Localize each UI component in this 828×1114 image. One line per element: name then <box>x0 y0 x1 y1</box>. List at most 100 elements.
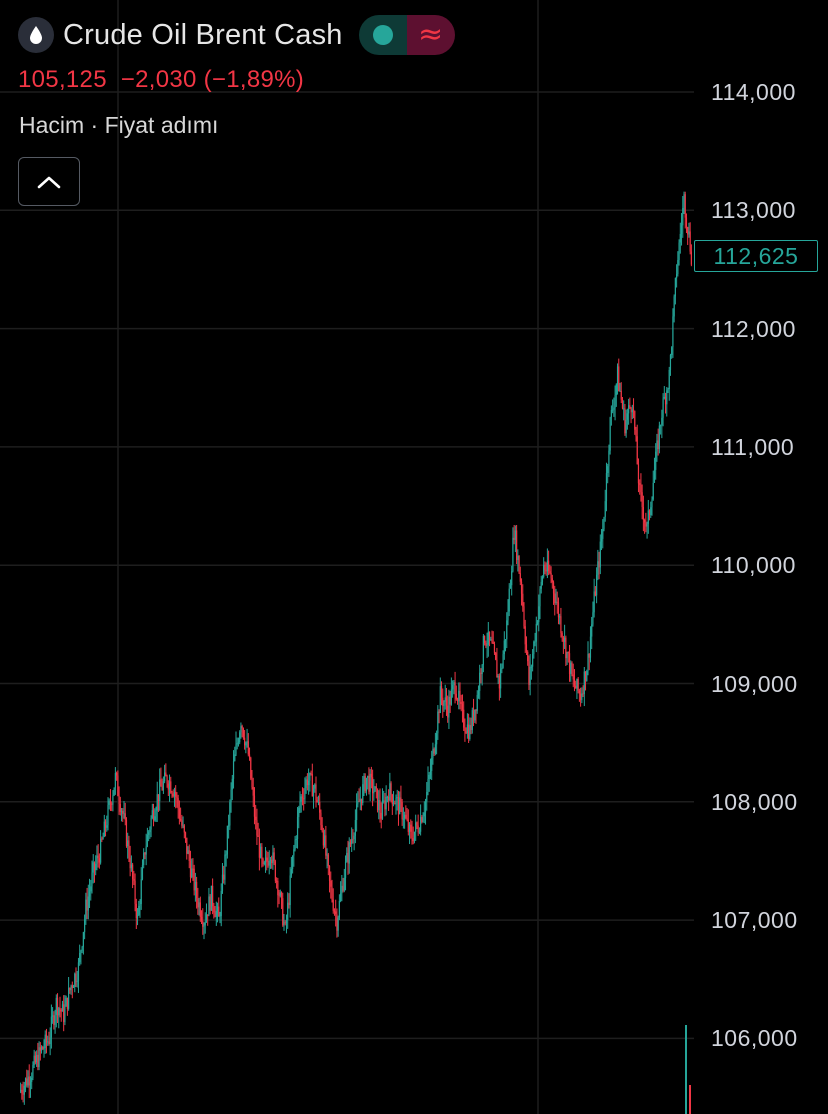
candle-body <box>282 898 284 926</box>
candle-body <box>39 1047 41 1051</box>
candle-body <box>31 1077 33 1082</box>
candle-body <box>358 801 360 803</box>
candle-body <box>107 804 109 826</box>
candle-body <box>593 591 595 613</box>
candle-body <box>24 1078 27 1086</box>
candle-body <box>224 854 226 880</box>
candle-body <box>60 1009 62 1012</box>
candle-body <box>338 901 340 918</box>
candle-body <box>312 788 315 797</box>
candle-body <box>512 537 514 572</box>
candle-body <box>554 593 556 603</box>
candle-body <box>581 693 583 701</box>
market-status-open[interactable] <box>358 15 407 55</box>
candle-body <box>96 855 98 864</box>
candle-body <box>461 704 464 710</box>
candle-body <box>363 776 365 785</box>
market-status-wave[interactable]: ≈ <box>406 15 455 55</box>
indicators-legend[interactable]: Hacim · Fiyat adımı <box>19 112 219 138</box>
candle-body <box>325 835 327 856</box>
candle-body <box>299 801 301 808</box>
candle-body <box>603 516 605 530</box>
candle-body <box>125 819 128 847</box>
candle-body <box>456 699 459 702</box>
candle-body <box>340 893 342 902</box>
candle-body <box>394 803 396 805</box>
candle-body <box>545 569 547 572</box>
candle-body <box>260 846 262 858</box>
candle-body <box>298 807 300 818</box>
candle-body <box>541 576 544 582</box>
candle-body <box>368 775 370 792</box>
candle-body <box>66 997 68 1009</box>
candle-body <box>77 962 80 981</box>
candle-body <box>173 791 176 797</box>
candle-body <box>447 705 449 718</box>
candle-body <box>460 701 462 705</box>
candle-body <box>658 425 660 449</box>
candle-body <box>331 886 333 900</box>
candle-body <box>315 784 317 801</box>
candle-body <box>376 788 379 811</box>
candle-body <box>548 560 550 572</box>
candle-body <box>177 798 179 809</box>
candle-body <box>635 429 637 437</box>
candle-body <box>538 606 540 623</box>
candle-body <box>102 836 104 840</box>
candle-body <box>319 802 321 813</box>
candle-body <box>455 693 457 700</box>
candle-body <box>602 529 604 539</box>
price-tick-label: 107,000 <box>711 907 798 934</box>
candle-body <box>86 899 88 911</box>
symbol-title[interactable]: Crude Oil Brent Cash <box>63 18 343 51</box>
candle-body <box>514 530 516 540</box>
candle-body <box>128 840 130 858</box>
candle-body <box>484 636 486 643</box>
candle-body <box>309 772 311 781</box>
candle-body <box>687 226 689 235</box>
candle-body <box>140 879 142 905</box>
candle-body <box>42 1046 44 1050</box>
candle-body <box>492 642 494 644</box>
candle-body <box>620 390 622 400</box>
candle-body <box>108 800 110 805</box>
candle-body <box>149 829 151 833</box>
candle-body <box>294 839 296 850</box>
candle-body <box>598 561 600 568</box>
candle-body <box>559 616 561 618</box>
candle-body <box>448 696 450 718</box>
candle-body <box>336 913 338 931</box>
candle-body <box>218 906 220 917</box>
candle-body <box>433 748 435 754</box>
candle-body <box>93 862 96 871</box>
candle-body <box>187 850 189 854</box>
candle-body <box>166 776 168 784</box>
candle-body <box>205 914 208 922</box>
price-tick-label: 110,000 <box>711 552 796 579</box>
candle-body <box>480 672 482 675</box>
candle-body <box>247 741 249 755</box>
candle-body <box>54 1014 56 1025</box>
candle-body <box>688 231 690 235</box>
collapse-legend-button[interactable] <box>18 157 80 206</box>
candle-body <box>70 985 72 991</box>
candle-body <box>421 817 423 822</box>
candle-body <box>406 818 408 820</box>
candle-body <box>429 770 432 775</box>
oil-drop-icon[interactable] <box>18 17 54 53</box>
candle-body <box>506 620 508 640</box>
market-status-pill[interactable]: ≈ <box>358 15 455 55</box>
candle-body <box>428 774 430 780</box>
candle-body <box>588 653 590 658</box>
candle-body <box>629 405 631 408</box>
candle-body <box>408 824 411 832</box>
candle-body <box>79 952 81 963</box>
candle-body <box>379 799 381 813</box>
candle-body <box>389 783 391 801</box>
candle-body <box>202 920 204 927</box>
candle-body <box>88 891 91 897</box>
candle-body <box>416 822 418 826</box>
candle-body <box>40 1046 43 1051</box>
candle-body <box>277 880 279 896</box>
